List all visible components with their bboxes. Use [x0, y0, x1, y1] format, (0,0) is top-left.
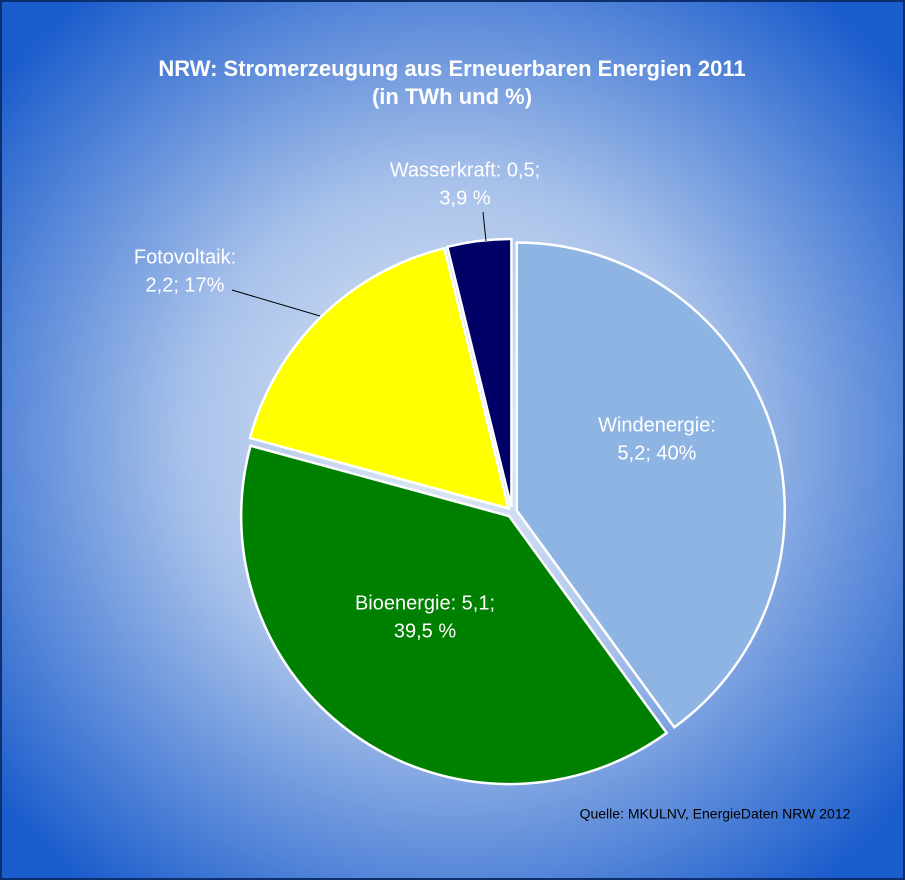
data-label: Wasserkraft: 0,5;: [390, 159, 540, 181]
chart-subtitle: (in TWh und %): [372, 84, 532, 109]
chart-title: NRW: Stromerzeugung aus Erneuerbaren Ene…: [158, 56, 745, 81]
pie-slice: [515, 241, 786, 730]
labels: Windenergie: 5,2; 40% Bioenergie: 5,1; 39,5…: [134, 159, 716, 642]
data-label: Bioenergie: 5,1;: [355, 592, 495, 614]
pie-slice: [248, 246, 511, 511]
data-label: 2,2; 17%: [146, 274, 225, 296]
data-label: 39,5 %: [394, 620, 456, 642]
pie-slice: [445, 237, 513, 508]
data-label: 3,9 %: [439, 187, 490, 209]
leader-line: [482, 211, 487, 242]
data-label: Windenergie:: [598, 414, 716, 436]
source: Quelle: MKULNV, EnergieDaten NRW 2012: [580, 806, 851, 822]
data-label: 5,2; 40%: [618, 442, 697, 464]
pie-slice: [239, 444, 669, 786]
data-label: Fotovoltaik:: [134, 246, 236, 268]
leader-line: [231, 289, 321, 317]
pie: [239, 237, 786, 786]
